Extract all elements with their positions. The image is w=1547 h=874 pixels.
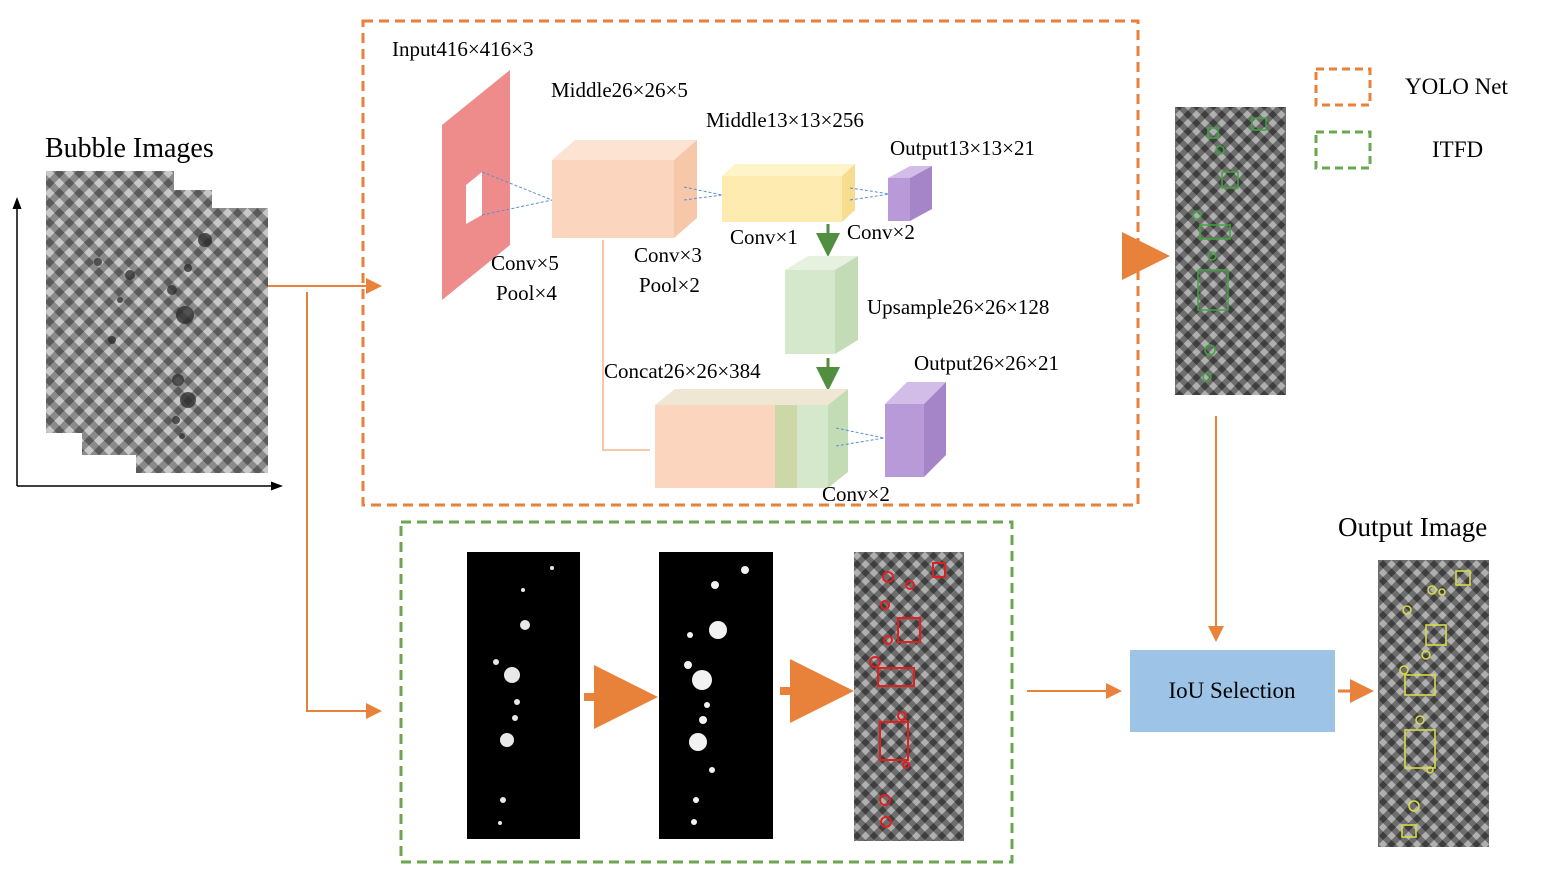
output1-label: Output13×13×21: [890, 136, 1035, 160]
middle1-label: Middle26×26×5: [551, 78, 688, 102]
itfd-detection-image: [854, 552, 964, 841]
conv3-label: Conv×3: [634, 243, 702, 267]
legend-swatch-itfd: [1314, 130, 1372, 170]
middle2-label: Middle13×13×256: [706, 108, 864, 132]
legend-swatch-yolo: [1314, 67, 1372, 107]
iou-selection-box: [1130, 650, 1335, 732]
legend-label-itfd: ITFD: [1432, 137, 1483, 162]
output2-label: Output26×26×21: [914, 351, 1059, 375]
output-image: [1378, 560, 1489, 847]
pool4-label: Pool×4: [496, 281, 557, 305]
upsample-cube: [785, 256, 858, 354]
middle1-cube: [552, 140, 723, 238]
bubble-images-group: Bubble Images: [12, 133, 283, 491]
input-label: Input416×416×3: [392, 37, 534, 61]
upsample-label: Upsample26×26×128: [867, 295, 1049, 319]
conv2a-label: Conv×2: [847, 220, 915, 244]
pool2-label: Pool×2: [639, 273, 700, 297]
concat-label: Concat26×26×384: [604, 359, 761, 383]
legend: YOLO Net ITFD: [1314, 67, 1508, 170]
yolo-detection-image: [1175, 107, 1286, 395]
output-image-title: Output Image: [1338, 512, 1487, 542]
conv5-label: Conv×5: [491, 251, 559, 275]
binary-image-2: [659, 552, 773, 839]
binary-image-1: [467, 552, 580, 839]
legend-label-yolo: YOLO Net: [1405, 74, 1508, 99]
bubble-image-frame-3: [136, 208, 268, 473]
skip-connection-arrow: [602, 240, 650, 451]
input-block: [442, 70, 553, 300]
bubble-images-title: Bubble Images: [45, 133, 214, 164]
conv2b-label: Conv×2: [822, 482, 890, 506]
conv1-label: Conv×1: [730, 225, 798, 249]
arrow-to-itfd: [306, 292, 382, 719]
itfd-box: [399, 520, 1014, 864]
concat-cube: [655, 389, 885, 488]
bubble-blobs: [94, 233, 212, 439]
output1-cube: [888, 166, 932, 221]
output2-cube: [885, 382, 946, 477]
middle2-cube: [722, 164, 891, 222]
iou-selection-label: IoU Selection: [1168, 678, 1296, 703]
